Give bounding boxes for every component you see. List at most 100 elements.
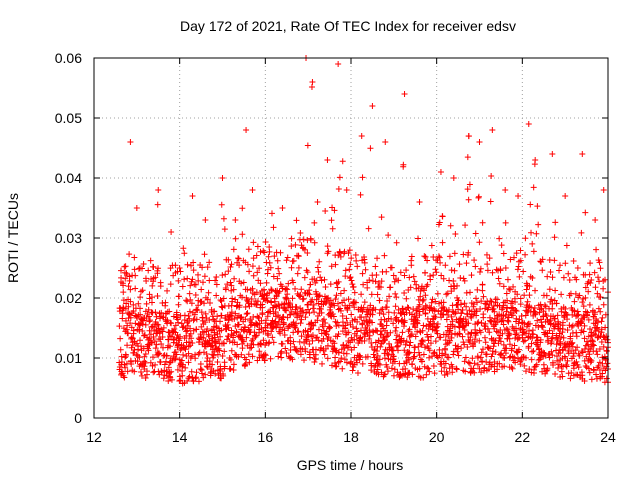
- data-point: [361, 299, 368, 306]
- data-point: [290, 338, 297, 345]
- data-point: [490, 343, 497, 350]
- data-point: [266, 259, 273, 266]
- data-point: [243, 296, 250, 303]
- data-point: [161, 361, 168, 368]
- data-point: [240, 279, 247, 286]
- data-point: [602, 367, 609, 374]
- data-point: [186, 308, 193, 315]
- data-point: [238, 280, 245, 287]
- data-point: [207, 372, 214, 379]
- data-point: [408, 257, 415, 264]
- data-point: [127, 314, 134, 321]
- data-point: [174, 366, 181, 373]
- data-point: [178, 357, 185, 364]
- data-point: [496, 280, 503, 287]
- data-point: [385, 232, 392, 239]
- data-point: [311, 309, 318, 316]
- data-point: [370, 351, 377, 358]
- data-point: [325, 248, 332, 255]
- data-point: [254, 298, 261, 305]
- data-point: [137, 337, 144, 344]
- data-point: [400, 318, 407, 325]
- data-point: [176, 378, 183, 385]
- data-point: [261, 249, 268, 256]
- data-point: [479, 281, 486, 288]
- data-point: [599, 354, 606, 361]
- data-point: [461, 358, 468, 365]
- data-point: [239, 205, 246, 212]
- data-point: [346, 247, 353, 254]
- data-point: [294, 348, 301, 355]
- data-point: [474, 361, 481, 368]
- data-point: [596, 346, 603, 353]
- data-point: [201, 273, 208, 280]
- data-point: [200, 374, 207, 381]
- data-point: [572, 290, 579, 297]
- data-point: [390, 272, 397, 279]
- data-point: [378, 278, 385, 285]
- data-point: [341, 356, 348, 363]
- data-point: [301, 357, 308, 364]
- data-point: [486, 329, 493, 336]
- data-point: [600, 301, 607, 308]
- data-point: [284, 254, 291, 261]
- data-point: [538, 323, 545, 330]
- data-point: [584, 338, 591, 345]
- data-point: [283, 307, 290, 314]
- data-point: [459, 333, 466, 340]
- data-point: [295, 264, 302, 271]
- data-point: [319, 323, 326, 330]
- data-point: [357, 327, 364, 334]
- data-point: [339, 313, 346, 320]
- peak-point: [525, 121, 532, 127]
- peak-point: [155, 187, 162, 193]
- data-point: [481, 323, 488, 330]
- data-point: [448, 267, 455, 274]
- data-point: [596, 259, 603, 266]
- data-point: [532, 311, 539, 318]
- y-tick-label: 0: [74, 410, 82, 426]
- data-point: [234, 341, 241, 348]
- data-point: [353, 332, 360, 339]
- data-point: [486, 301, 493, 308]
- data-point: [397, 269, 404, 276]
- data-point: [425, 365, 432, 372]
- data-point: [426, 368, 433, 375]
- data-point: [195, 378, 202, 385]
- data-point: [406, 356, 413, 363]
- data-point: [446, 253, 453, 260]
- data-point: [254, 269, 261, 276]
- data-point: [332, 363, 339, 370]
- data-point: [304, 250, 311, 257]
- data-point: [571, 298, 578, 305]
- data-point: [150, 264, 157, 271]
- data-point: [297, 320, 304, 327]
- data-point: [314, 334, 321, 341]
- data-point: [282, 306, 289, 313]
- data-point: [120, 297, 127, 304]
- data-point: [175, 293, 182, 300]
- data-point: [378, 306, 385, 313]
- data-point: [395, 277, 402, 284]
- data-point: [227, 356, 234, 363]
- data-point: [391, 278, 398, 285]
- data-point: [206, 299, 213, 306]
- data-point: [230, 361, 237, 368]
- data-point: [284, 291, 291, 298]
- data-point: [416, 312, 423, 319]
- data-point: [366, 327, 373, 334]
- data-point: [235, 321, 242, 328]
- data-point: [491, 308, 498, 315]
- data-point: [589, 341, 596, 348]
- data-point: [405, 304, 412, 311]
- data-point: [249, 263, 256, 270]
- data-point: [455, 343, 462, 350]
- data-point: [334, 333, 341, 340]
- data-point: [164, 317, 171, 324]
- data-point: [585, 365, 592, 372]
- data-point: [326, 325, 333, 332]
- data-point: [262, 327, 269, 334]
- data-point: [587, 356, 594, 363]
- data-point: [210, 352, 217, 359]
- data-point: [138, 372, 145, 379]
